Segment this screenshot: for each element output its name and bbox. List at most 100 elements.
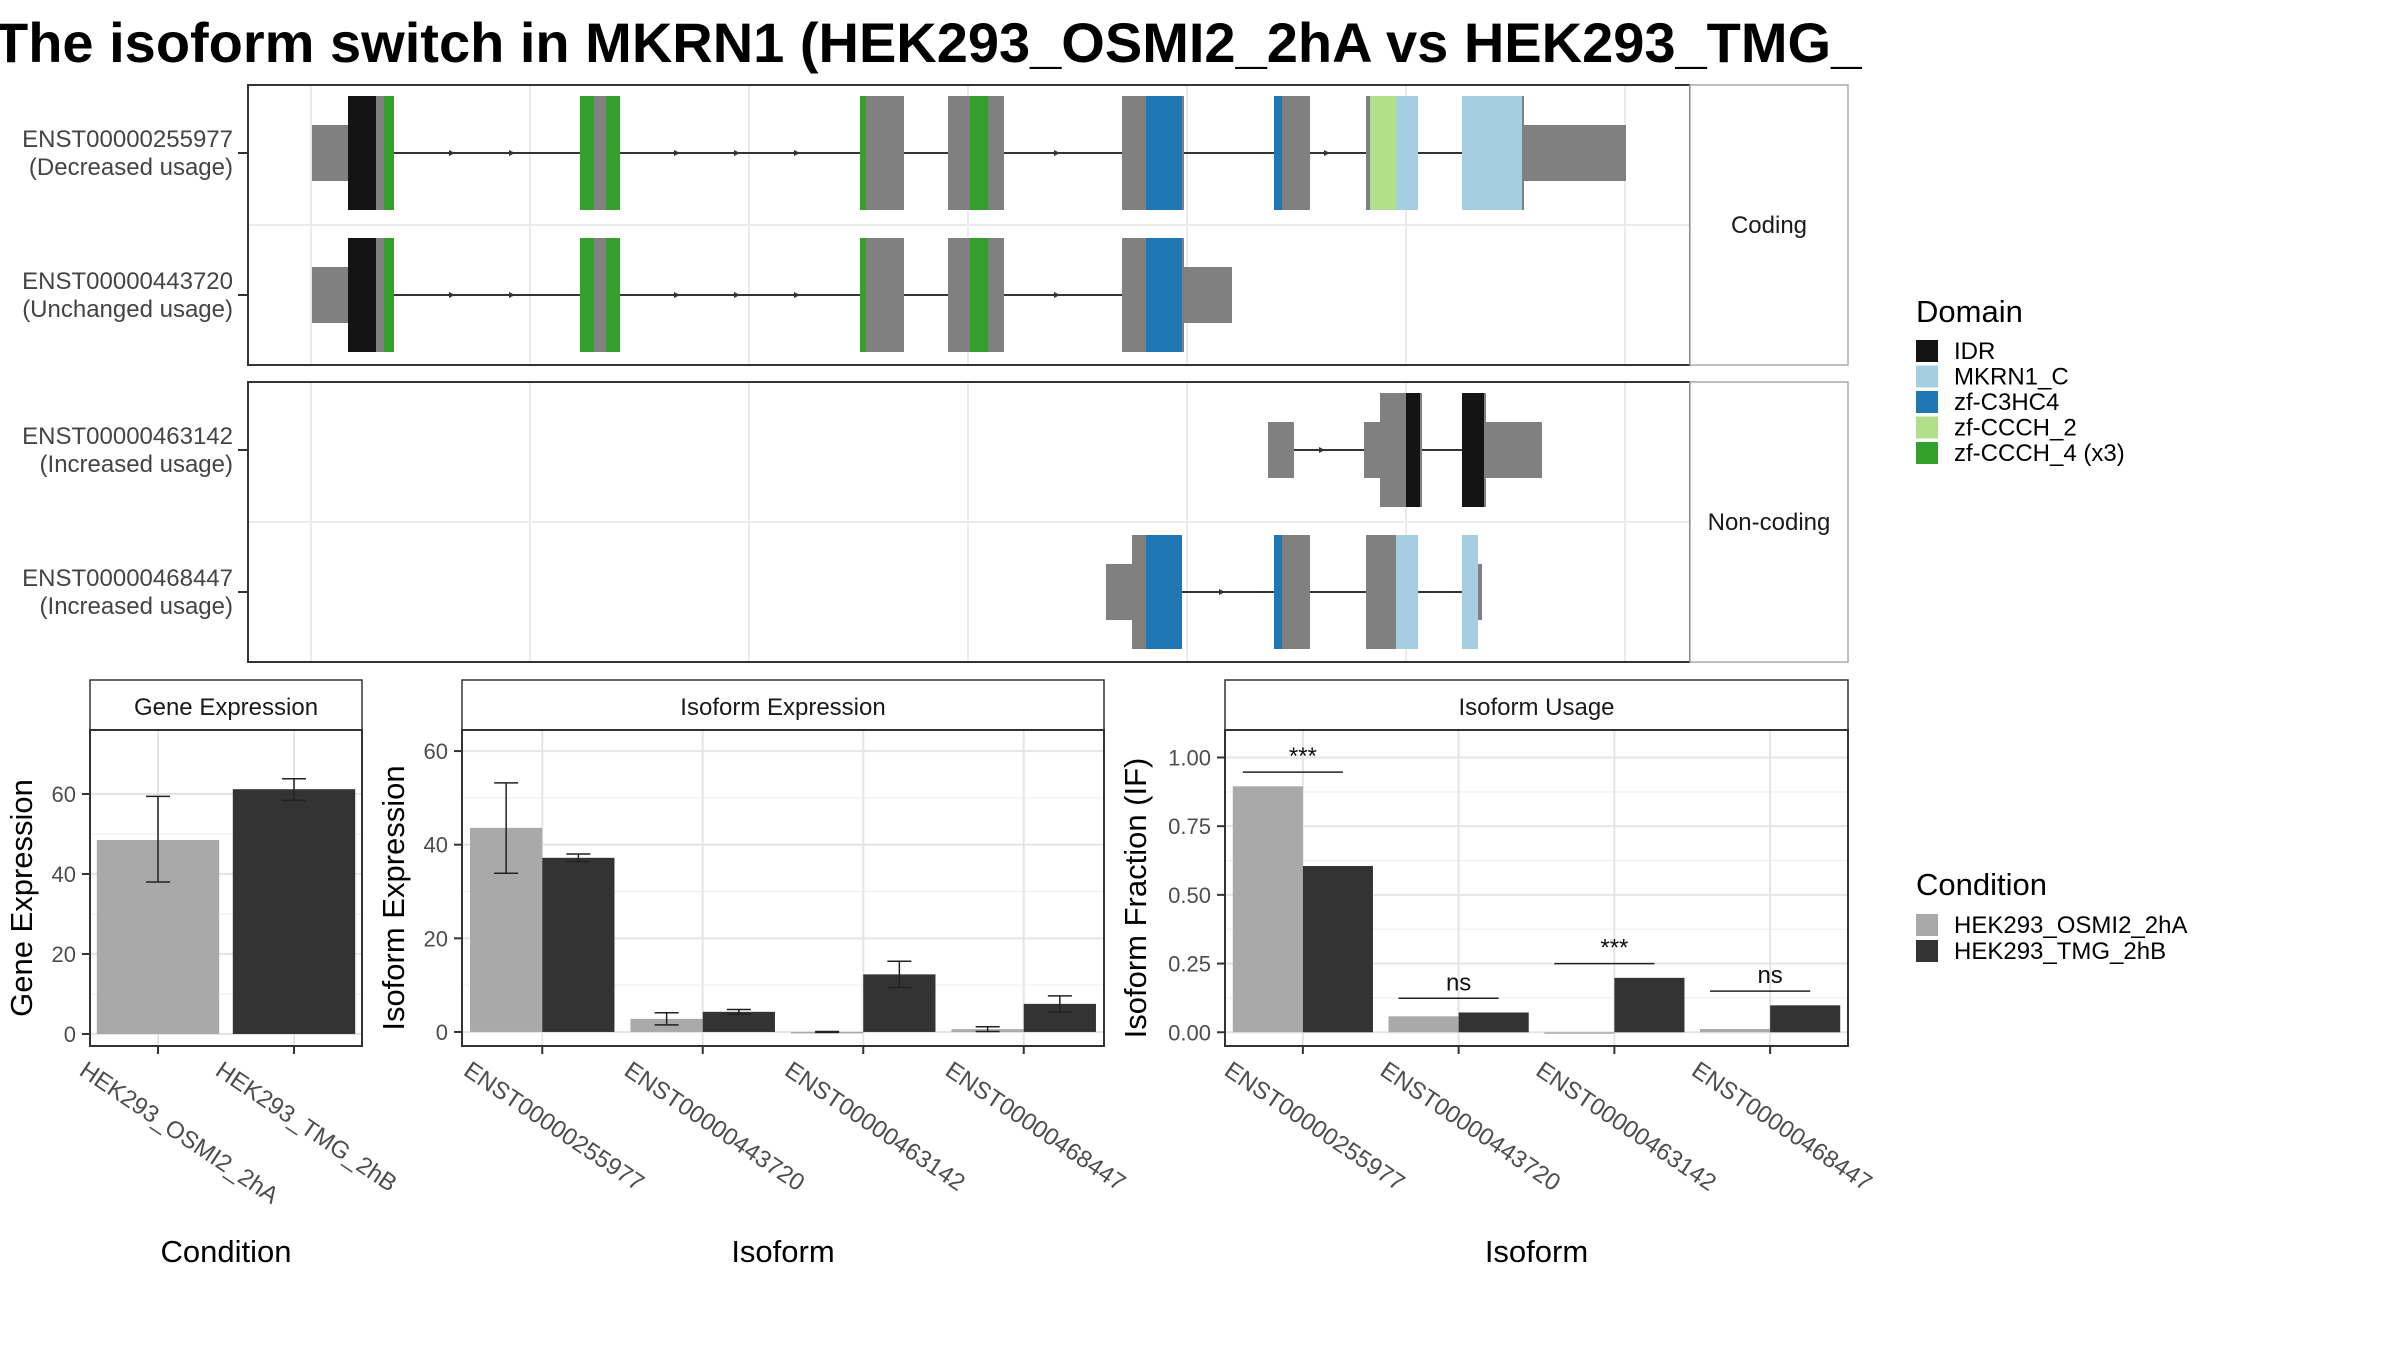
x-axis-title: Isoform [731, 1234, 834, 1269]
bar [702, 1011, 775, 1032]
intron-arrow [674, 292, 680, 298]
figure-title: The isoform switch in MKRN1 (HEK293_OSMI… [0, 11, 1862, 74]
domain-segment [606, 96, 620, 210]
domain-segment [348, 96, 376, 210]
bar-chart-3: Isoform Usage *** ns *** ns 0.00 0.25 0.50 0.75 1… [1118, 679, 1877, 1269]
y-axis-title: Isoform Fraction (IF) [1118, 758, 1153, 1039]
noncoding-exon [1524, 125, 1626, 181]
domain-segment [384, 238, 394, 352]
significance-label: *** [1600, 935, 1628, 962]
domain-segment [348, 238, 376, 352]
domain-segment [1370, 96, 1396, 210]
y-tick-label: 0.75 [1168, 814, 1211, 839]
bar [542, 857, 615, 1032]
transcript-usage-label: (Unchanged usage) [22, 296, 233, 323]
x-axis-title: Isoform [1485, 1234, 1588, 1269]
chart-panel-border [89, 729, 363, 1047]
y-tick-label: 1.00 [1168, 745, 1211, 770]
coding-exon [860, 96, 904, 210]
y-tick-label: 0.25 [1168, 952, 1211, 977]
domain-legend-label: MKRN1_C [1954, 364, 2069, 391]
domain-segment [1462, 535, 1478, 649]
domain-legend-swatch [1916, 416, 1938, 439]
intron-arrow [794, 150, 800, 156]
chart-strip [89, 679, 363, 731]
chart-panel-border [1224, 729, 1849, 1047]
domain-legend-swatch [1916, 365, 1938, 388]
domain-segment [1146, 96, 1182, 210]
domain-segment [384, 96, 394, 210]
y-axis-title: Isoform Expression [376, 765, 411, 1030]
chart-strip [1224, 679, 1849, 731]
y-tick-label: 60 [424, 739, 448, 764]
domain-segment [860, 96, 866, 210]
error-bar [146, 795, 170, 883]
domain-legend-label: zf-CCCH_4 (x3) [1954, 440, 2125, 467]
y-tick-label: 0.50 [1168, 883, 1211, 908]
bar [1614, 977, 1685, 1033]
domain-segment [1274, 535, 1282, 649]
bar-chart-2: Isoform Expression0204060ENST00000255977… [376, 679, 1130, 1269]
domain-segment [1146, 535, 1182, 649]
domain-legend-swatch [1916, 391, 1938, 413]
intron-arrow [509, 292, 515, 298]
domain-legend-title: Domain [1916, 294, 2023, 329]
condition-legend-label: HEK293_TMG_2hB [1954, 938, 2166, 965]
intron-arrow [734, 150, 740, 156]
error-bar [654, 1012, 679, 1026]
transcript-id-label: ENST00000443720 [22, 268, 233, 295]
domain-legend-swatch [1916, 340, 1938, 362]
noncoding-exon [1478, 564, 1482, 620]
y-tick-label: 0.00 [1168, 1020, 1211, 1045]
error-bar [1047, 995, 1072, 1013]
y-tick-label: 40 [52, 862, 76, 887]
domain-segment [860, 238, 866, 352]
significance-label: ns [1757, 962, 1782, 989]
error-bar [726, 1008, 751, 1015]
domain-legend-label: IDR [1954, 338, 1995, 365]
facet-strip [1689, 381, 1849, 663]
domain-segment [1406, 393, 1420, 507]
transcript-id-label: ENST00000463142 [22, 423, 233, 450]
bar-chart-1: Gene Expression0204060HEK293_OSMI2_2hAHE… [4, 679, 402, 1269]
y-tick-label: 60 [52, 782, 76, 807]
error-bar [494, 782, 519, 875]
facet-strip [1689, 84, 1849, 366]
intron-arrow [1054, 292, 1060, 298]
error-bar [975, 1026, 1000, 1033]
intron-arrow [1219, 589, 1225, 595]
condition-legend-title: Condition [1916, 867, 2047, 902]
bar [232, 789, 356, 1034]
chart-title: Isoform Usage [1458, 694, 1614, 721]
y-tick-label: 0 [64, 1022, 76, 1047]
x-axis-title: Condition [161, 1234, 292, 1269]
error-bar [566, 853, 591, 863]
domain-legend: Domain IDRMKRN1_Czf-C3HC4zf-CCCH_2zf-CCCH… [1916, 294, 2125, 467]
bar [1544, 1032, 1615, 1034]
intron-arrow [734, 292, 740, 298]
y-tick-label: 40 [424, 833, 448, 858]
facet-strip-label: Non-coding [1708, 509, 1831, 536]
intron-arrow [1319, 447, 1325, 453]
structure-panel-1: ENST00000255977(Decreased usage) ENST0000… [22, 84, 1849, 366]
significance-label: *** [1289, 743, 1317, 770]
bar [1700, 1028, 1771, 1033]
structure-panel-2: ENST00000463142(Increased usage)ENST0000… [22, 381, 1849, 663]
domain-segment [580, 238, 594, 352]
intron-arrow [794, 292, 800, 298]
condition-legend-label: HEK293_OSMI2_2hA [1954, 912, 2187, 939]
domain-segment [1146, 238, 1182, 352]
bar [1302, 866, 1373, 1033]
error-bar [887, 960, 912, 989]
noncoding-exon [1486, 422, 1542, 478]
noncoding-exon [312, 125, 348, 181]
noncoding-exon [1364, 422, 1380, 478]
domain-segment [1274, 96, 1282, 210]
noncoding-exon [1184, 267, 1232, 323]
condition-legend-swatch [1916, 940, 1938, 962]
domain-segment [1462, 96, 1522, 210]
transcript-usage-label: (Increased usage) [40, 593, 233, 620]
chart-panel-border [461, 729, 1105, 1047]
